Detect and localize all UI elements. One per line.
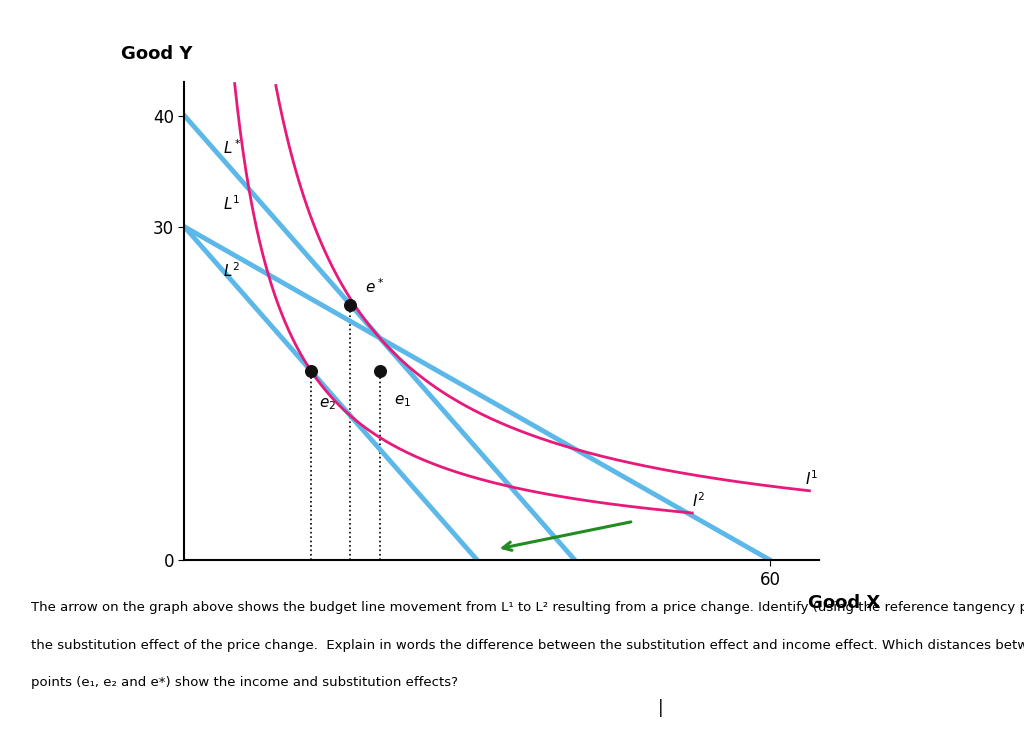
Point [342,299,358,311]
Text: $L^*$: $L^*$ [223,139,242,158]
Text: $I^1$: $I^1$ [805,469,818,488]
Text: |: | [657,699,664,717]
Text: $I^2$: $I^2$ [692,492,706,510]
Text: $e_2$: $e_2$ [319,396,336,412]
Point [372,365,388,377]
Text: points (e₁, e₂ and e*) show the income and substitution effects?: points (e₁, e₂ and e*) show the income a… [31,676,458,689]
Text: $e_1$: $e_1$ [394,394,412,409]
Point [303,365,319,377]
Text: Good X: Good X [809,594,881,612]
Text: $L^1$: $L^1$ [223,194,241,213]
Text: The arrow on the graph above shows the budget line movement from L¹ to L² result: The arrow on the graph above shows the b… [31,601,1024,614]
Text: $e^*$: $e^*$ [365,278,384,297]
Text: Good Y: Good Y [121,45,193,63]
Text: $L^2$: $L^2$ [223,261,241,279]
Text: the substitution effect of the price change.  Explain in words the difference be: the substitution effect of the price cha… [31,639,1024,651]
